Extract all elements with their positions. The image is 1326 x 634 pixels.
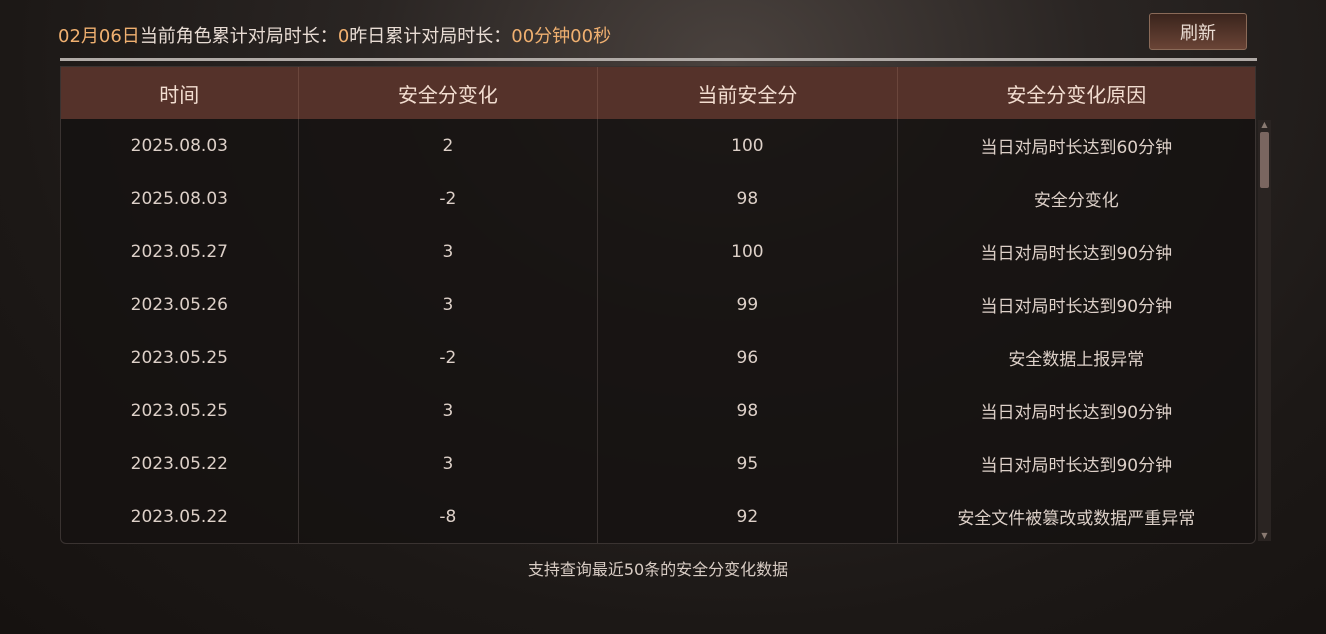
summary-line: 02月06日当前角色累计对局时长：0昨日累计对局时长：00分钟00秒 xyxy=(58,22,611,48)
table-row: 2023.05.25 3 98 当日对局时长达到90分钟 xyxy=(61,384,1255,437)
cell-change: 3 xyxy=(299,225,599,278)
yesterday-value: 00分钟00秒 xyxy=(511,26,612,47)
cell-change: -8 xyxy=(299,490,599,543)
safety-score-table: 时间 安全分变化 当前安全分 安全分变化原因 2025.08.03 2 100 当日对… xyxy=(60,66,1256,544)
divider xyxy=(60,58,1257,61)
scroll-up-icon[interactable]: ▲ xyxy=(1261,120,1268,129)
cell-time: 2025.08.03 xyxy=(61,119,299,172)
date: 02月06日 xyxy=(58,26,140,47)
cell-time: 2023.05.25 xyxy=(61,331,299,384)
cell-reason: 安全分变化 xyxy=(1033,191,1119,211)
scrollbar[interactable]: ▲ ▼ xyxy=(1258,120,1271,541)
cell-reason: 当日对局时长达到90分钟 xyxy=(980,244,1173,264)
cell-current: 92 xyxy=(598,490,898,543)
header-change: 安全分变化 xyxy=(299,67,599,119)
cell-time: 2023.05.27 xyxy=(61,225,299,278)
refresh-button[interactable]: 刷新 xyxy=(1149,13,1247,50)
footer-note: 支持查询最近50条的安全分变化数据 xyxy=(527,560,789,579)
cell-time: 2023.05.22 xyxy=(61,490,299,543)
cell-time: 2025.08.03 xyxy=(61,172,299,225)
table-row: 2025.08.03 2 100 当日对局时长达到60分钟 xyxy=(61,119,1255,172)
cell-change: 3 xyxy=(299,437,599,490)
table-row: 2023.05.27 3 100 当日对局时长达到90分钟 xyxy=(61,225,1255,278)
cell-time: 2023.05.22 xyxy=(61,437,299,490)
header-reason: 安全分变化原因 xyxy=(1006,82,1147,107)
cell-current: 95 xyxy=(598,437,898,490)
cell-current: 99 xyxy=(598,278,898,331)
cell-change: -2 xyxy=(299,172,599,225)
current-value: 0 xyxy=(337,26,350,47)
cell-change: 2 xyxy=(299,119,599,172)
header-time: 时间 xyxy=(61,67,299,119)
table-row: 2023.05.22 -8 92 安全文件被篡改或数据严重异常 xyxy=(61,490,1255,543)
cell-change: -2 xyxy=(299,331,599,384)
yesterday-label: 昨日累计对局时长： xyxy=(349,26,512,47)
cell-reason: 当日对局时长达到90分钟 xyxy=(980,403,1173,423)
cell-current: 98 xyxy=(598,384,898,437)
table-row: 2023.05.25 -2 96 安全数据上报异常 xyxy=(61,331,1255,384)
table-row: 2023.05.26 3 99 当日对局时长达到90分钟 xyxy=(61,278,1255,331)
cell-reason: 当日对局时长达到90分钟 xyxy=(980,456,1173,476)
cell-current: 96 xyxy=(598,331,898,384)
table-row: 2025.08.03 -2 98 安全分变化 xyxy=(61,172,1255,225)
cell-current: 100 xyxy=(598,119,898,172)
cell-change: 3 xyxy=(299,384,599,437)
cell-current: 100 xyxy=(598,225,898,278)
table-row: 2023.05.22 3 95 当日对局时长达到90分钟 xyxy=(61,437,1255,490)
cell-reason: 安全数据上报异常 xyxy=(1008,350,1145,370)
cell-time: 2023.05.26 xyxy=(61,278,299,331)
current-label: 当前角色累计对局时长： xyxy=(139,26,338,47)
header-current: 当前安全分 xyxy=(598,67,898,119)
scroll-thumb[interactable] xyxy=(1260,132,1269,188)
table-header: 时间 安全分变化 当前安全分 安全分变化原因 xyxy=(61,67,1255,119)
cell-time: 2023.05.25 xyxy=(61,384,299,437)
table-body: 2025.08.03 2 100 当日对局时长达到60分钟 2025.08.03 -2 98… xyxy=(61,119,1255,543)
cell-reason: 安全文件被篡改或数据严重异常 xyxy=(957,509,1196,529)
cell-current: 98 xyxy=(598,172,898,225)
cell-reason: 当日对局时长达到90分钟 xyxy=(980,297,1173,317)
cell-reason: 当日对局时长达到60分钟 xyxy=(980,138,1173,158)
cell-change: 3 xyxy=(299,278,599,331)
scroll-down-icon[interactable]: ▼ xyxy=(1261,531,1268,540)
